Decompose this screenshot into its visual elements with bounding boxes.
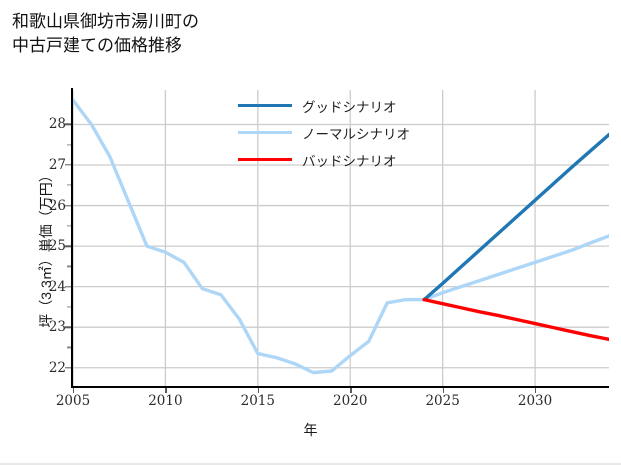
x-tick-text: 2015 [240, 393, 275, 409]
legend-item[interactable]: バッドシナリオ [238, 146, 438, 173]
y-axis-line [71, 88, 74, 388]
y-tick-minor [67, 346, 71, 349]
y-tick-text: 23 [48, 319, 66, 336]
y-tick-minor [67, 184, 71, 186]
x-tick-label: 2030 [505, 392, 565, 410]
x-axis-line [71, 386, 609, 389]
legend-line-swatch [238, 104, 292, 107]
y-tick-mark [65, 245, 71, 247]
x-tick-text: 2025 [425, 393, 460, 409]
x-tick-label: 2015 [228, 392, 288, 410]
x-tick-text: 2030 [517, 393, 553, 409]
x-tick-mark [442, 388, 445, 393]
legend-item[interactable]: ノーマルシナリオ [238, 119, 438, 146]
x-axis-label: 年 [303, 422, 318, 438]
chart-legend: グッドシナリオ ノーマルシナリオ バッドシナリオ [238, 92, 438, 173]
x-tick-mark [257, 388, 260, 393]
x-tick-text: 2010 [148, 393, 183, 409]
y-tick-minor [67, 306, 71, 308]
y-tick-text: 27 [48, 157, 66, 173]
y-tick-mark [65, 367, 71, 369]
x-tick-text: 2005 [55, 393, 91, 409]
y-tick-minor [67, 265, 71, 267]
y-tick-minor [67, 144, 71, 146]
y-tick-mark [65, 164, 71, 166]
x-tick-mark [73, 388, 75, 393]
data-series-group [73, 98, 609, 375]
chart-canvas [73, 90, 609, 386]
y-tick-mark [65, 204, 71, 207]
x-tick-mark [535, 388, 537, 393]
y-tick-text: 28 [48, 116, 66, 133]
y-tick-text: 26 [48, 197, 66, 214]
x-tick-mark [350, 388, 352, 393]
x-tick-mark [165, 388, 167, 393]
legend-label: ノーマルシナリオ [302, 126, 410, 142]
y-tick-minor [67, 225, 71, 227]
plot-area [73, 90, 609, 386]
page-title: 和歌山県御坊市湯川町の 中古戸建ての価格推移 [12, 12, 199, 56]
x-tick-label: 2025 [413, 392, 473, 410]
y-tick-text: 25 [48, 238, 66, 255]
y-tick-mark [65, 123, 71, 126]
y-tick-mark [65, 285, 71, 288]
gridlines-vertical [73, 90, 536, 386]
y-tick-text: 24 [48, 278, 66, 295]
x-tick-label: 2010 [135, 392, 195, 410]
legend-item[interactable]: グッドシナリオ [238, 92, 438, 119]
legend-label: グッドシナリオ [302, 99, 397, 115]
x-tick-label: 2005 [43, 392, 103, 410]
y-tick-mark [65, 326, 71, 328]
y-tick-text: 22 [48, 359, 66, 376]
x-tick-text: 2020 [333, 393, 368, 409]
legend-line-swatch [238, 131, 292, 134]
gridlines-horizontal [73, 123, 609, 369]
legend-line-swatch [238, 158, 292, 161]
x-tick-label: 2020 [320, 392, 380, 410]
legend-label: バッドシナリオ [302, 153, 397, 169]
y-axis-label: 坪（3.3㎡）単価（万円） [38, 168, 54, 328]
